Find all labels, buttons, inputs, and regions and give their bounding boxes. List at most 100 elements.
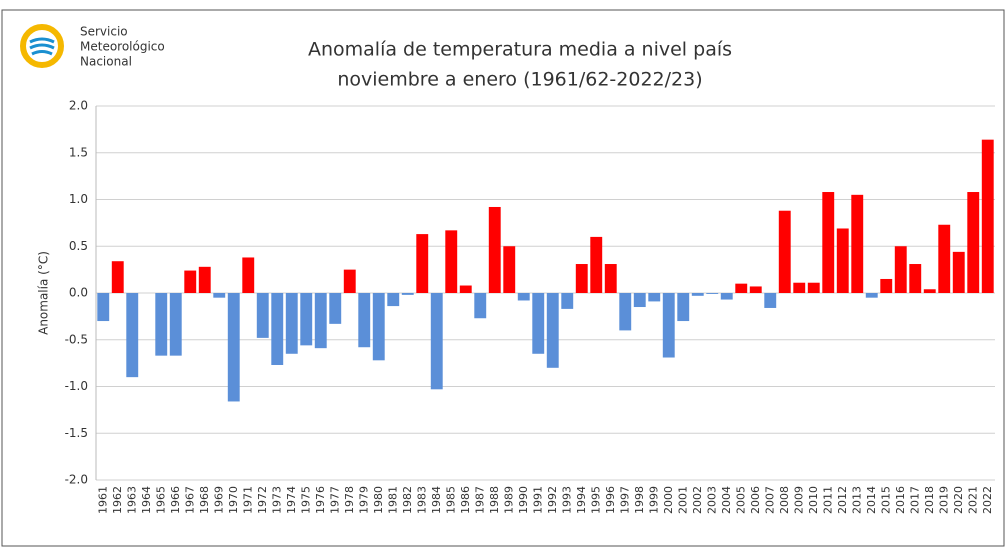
bar	[372, 293, 385, 361]
bar	[648, 293, 661, 302]
bar	[735, 283, 748, 293]
x-tick-label: 1979	[357, 486, 370, 514]
bar	[793, 282, 806, 293]
bar	[532, 293, 545, 354]
x-tick-label: 1972	[256, 486, 269, 514]
logo-text: Servicio	[80, 25, 128, 39]
x-tick-label: 2013	[850, 486, 863, 514]
bar	[343, 269, 356, 293]
bar	[691, 293, 704, 296]
bar	[981, 139, 994, 293]
bar	[604, 264, 617, 293]
bar	[575, 264, 588, 293]
x-tick-label: 1975	[299, 486, 312, 514]
x-tick-label: 2016	[894, 486, 907, 514]
x-tick-label: 2005	[734, 486, 747, 514]
x-tick-label: 2010	[807, 486, 820, 514]
chart-title: Anomalía de temperatura media a nivel pa…	[308, 39, 732, 61]
x-tick-label: 1999	[647, 486, 660, 514]
x-tick-label: 2020	[952, 486, 965, 514]
bar	[909, 264, 922, 293]
x-tick-label: 1988	[488, 486, 501, 514]
y-tick-label: -1.5	[65, 426, 88, 440]
x-tick-label: 1961	[96, 486, 109, 514]
bar	[967, 192, 980, 293]
x-tick-label: 1997	[618, 486, 631, 514]
bar	[503, 246, 516, 293]
logo-ring	[20, 24, 64, 68]
x-tick-label: 1980	[372, 486, 385, 514]
x-tick-label: 2018	[923, 486, 936, 514]
x-tick-label: 1970	[227, 486, 240, 514]
y-tick-label: 1.0	[69, 192, 88, 206]
x-tick-label: 2012	[836, 486, 849, 514]
y-tick-label: 0.5	[69, 239, 88, 253]
bar	[300, 293, 313, 346]
x-tick-label: 1965	[154, 486, 167, 514]
bar	[242, 257, 255, 293]
x-tick-label: 2015	[879, 486, 892, 514]
bar	[169, 293, 182, 356]
bar	[256, 293, 269, 338]
logo: Servicio Meteorológico Nacional	[20, 24, 165, 69]
x-tick-label: 2014	[865, 486, 878, 514]
bar	[213, 293, 226, 298]
x-tick-label: 1966	[169, 486, 182, 514]
x-tick-label: 1963	[125, 486, 138, 514]
chart-subtitle: noviembre a enero (1961/62-2022/23)	[337, 69, 702, 91]
x-tick-label: 2002	[691, 486, 704, 514]
bar	[633, 293, 646, 308]
bar	[836, 228, 849, 293]
x-tick-label: 1996	[604, 486, 617, 514]
bar	[706, 293, 719, 294]
x-tick-label: 2008	[778, 486, 791, 514]
x-tick-label: 1967	[183, 486, 196, 514]
x-tick-label: 1985	[444, 486, 457, 514]
y-tick-label: 1.5	[69, 145, 88, 159]
x-tick-label: 2011	[821, 486, 834, 514]
bar	[358, 293, 371, 348]
bar	[749, 286, 762, 293]
x-tick-label: 2009	[792, 486, 805, 514]
bar	[416, 234, 429, 293]
bar	[590, 236, 603, 293]
bar	[662, 293, 675, 358]
bar	[111, 261, 124, 293]
x-tick-label: 1982	[401, 486, 414, 514]
x-tick-label: 2000	[662, 486, 675, 514]
bar	[938, 224, 951, 293]
bar	[619, 293, 632, 331]
bar	[401, 293, 414, 295]
y-axis-label: Anomalía (°C)	[37, 251, 51, 335]
x-tick-label: 1989	[502, 486, 515, 514]
x-tick-label: 1987	[473, 486, 486, 514]
bar	[430, 293, 443, 390]
y-tick-label: 0.0	[69, 286, 88, 300]
bar	[561, 293, 574, 309]
bar	[459, 285, 472, 293]
x-tick-label: 2004	[720, 486, 733, 514]
bar	[677, 293, 690, 322]
bar	[184, 270, 197, 293]
x-tick-label: 2001	[676, 486, 689, 514]
bar	[126, 293, 139, 378]
x-tick-label: 1971	[241, 486, 254, 514]
x-tick-label: 2017	[908, 486, 921, 514]
x-tick-label: 2003	[705, 486, 718, 514]
x-tick-label: 2006	[749, 486, 762, 514]
x-tick-label: 1962	[111, 486, 124, 514]
bar	[894, 246, 907, 293]
bar	[155, 293, 168, 356]
x-tick-label: 1981	[386, 486, 399, 514]
bar	[97, 293, 110, 322]
bar	[923, 289, 936, 293]
x-tick-label: 1977	[328, 486, 341, 514]
bar	[851, 194, 864, 293]
x-tick-label: 1990	[517, 486, 530, 514]
bar	[807, 282, 820, 293]
x-tick-label: 2021	[966, 486, 979, 514]
x-tick-label: 1983	[415, 486, 428, 514]
y-tick-label: -2.0	[65, 473, 88, 487]
bar	[880, 278, 893, 293]
y-tick-label: -1.0	[65, 379, 88, 393]
